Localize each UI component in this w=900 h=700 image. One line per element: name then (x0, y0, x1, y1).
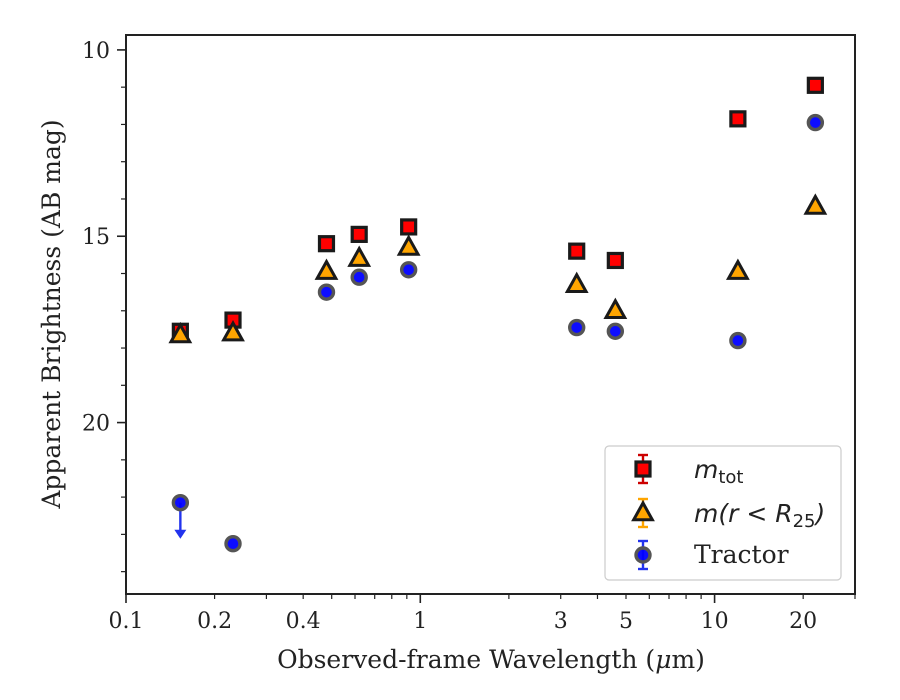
legend-label-mtot: mtot (694, 455, 744, 488)
x-axis-label: Observed-frame Wavelength (μm) (277, 645, 705, 674)
x-tick-label: 1 (413, 609, 427, 634)
tractor-point (317, 283, 336, 301)
x-tick-label: 10 (701, 609, 729, 634)
mr25-point (396, 234, 421, 256)
y-tick-label: 10 (82, 39, 110, 64)
plot-frame (125, 34, 856, 595)
axis-ticks: 0.1 0.2 0.4 1 3 5 10 20 10 15 20 (82, 39, 856, 634)
legend-box (604, 445, 842, 581)
tractor-point (729, 331, 747, 350)
legend-marker (634, 546, 652, 564)
x-tick-label: 0.4 (286, 609, 321, 634)
legend: mtot m(r < R25) Tractor (604, 445, 842, 581)
legend-marker (634, 460, 652, 478)
tractor-point (224, 534, 242, 553)
mtot-point (568, 242, 586, 260)
mtot-point (729, 110, 747, 128)
y-tick-label: 15 (82, 225, 110, 250)
legend-markers (631, 453, 655, 571)
tractor-point (171, 493, 190, 512)
mtot-point (806, 76, 824, 94)
mr25-point (221, 320, 245, 342)
mr25-point (564, 271, 589, 293)
mtot-point (350, 225, 368, 243)
mr25-point (603, 297, 628, 320)
mtot-point (317, 235, 336, 253)
y-axis-label: Apparent Brightness (AB mag) (37, 119, 66, 509)
tractor-point (399, 261, 418, 279)
x-tick-label: 3 (554, 609, 568, 634)
legend-marker (631, 499, 655, 522)
legend-label-mr25: m(r < R25) (694, 499, 825, 532)
mr25-point (803, 193, 828, 215)
mr25-point (168, 321, 193, 344)
data-marks (168, 76, 828, 553)
x-tick-label: 0.1 (109, 609, 144, 634)
legend-label-tractor: Tractor (694, 540, 789, 569)
tractor-point (350, 268, 368, 286)
y-tick-label: 20 (82, 412, 110, 437)
tractor-point (606, 322, 625, 340)
x-tick-label: 20 (789, 609, 817, 634)
upper-limit-arrowhead (174, 529, 187, 539)
mtot-point (400, 218, 418, 236)
x-tick-label: 5 (619, 609, 633, 634)
mtot-point (606, 251, 624, 270)
mr25-point (347, 245, 372, 267)
tractor-point (806, 113, 825, 132)
mr25-point (314, 258, 339, 280)
tractor-point (568, 318, 586, 337)
x-tick-label: 0.2 (197, 609, 232, 634)
mr25-point (725, 258, 750, 280)
